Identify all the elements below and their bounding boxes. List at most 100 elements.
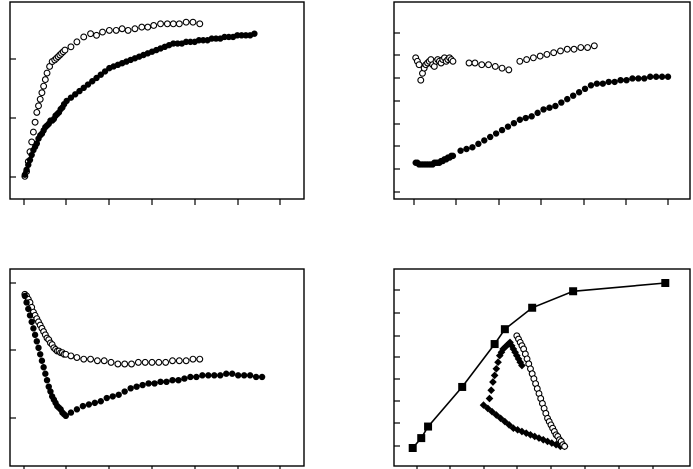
data-point-open xyxy=(590,42,598,50)
data-point-filled xyxy=(569,92,577,99)
data-point-filled xyxy=(487,133,494,141)
data-point-filled xyxy=(498,126,506,134)
data-point-open xyxy=(87,30,95,38)
data-point-filled xyxy=(43,377,51,384)
y-axis-ticks xyxy=(10,58,16,178)
data-point-open xyxy=(417,76,425,84)
data-point-open xyxy=(491,62,499,70)
data-point-open xyxy=(138,23,146,31)
data-point-open xyxy=(415,61,423,69)
data-point-open xyxy=(87,355,95,363)
y-axis-ticks xyxy=(394,32,400,193)
data-point-filled xyxy=(504,123,512,130)
data-point-filled xyxy=(93,74,100,82)
y-axis-ticks xyxy=(10,282,16,419)
data-point-filled xyxy=(205,372,212,379)
data-point-open xyxy=(169,20,177,28)
data-point-open xyxy=(67,43,75,51)
data-points xyxy=(408,279,670,452)
data-point-filled xyxy=(109,393,116,400)
data-point-open xyxy=(33,108,41,116)
data-point-filled xyxy=(151,380,158,387)
data-point-filled xyxy=(23,299,30,306)
data-point-open xyxy=(40,82,48,90)
data-point-open xyxy=(121,360,129,368)
data-point-filled xyxy=(121,388,128,395)
data-point-filled xyxy=(587,82,595,89)
plot-frame xyxy=(393,268,691,467)
data-point-diamond xyxy=(505,421,513,429)
panel-top-left xyxy=(9,1,305,205)
data-point-open xyxy=(148,358,156,366)
data-points xyxy=(412,42,672,168)
data-point-diamond xyxy=(522,429,531,437)
data-point-filled xyxy=(475,140,482,148)
data-point-open xyxy=(561,442,569,450)
data-point-open xyxy=(144,23,152,31)
data-point-open xyxy=(523,56,531,64)
data-point-filled xyxy=(37,351,44,358)
data-point-filled xyxy=(647,73,654,80)
data-point-open xyxy=(471,59,479,67)
data-point-open xyxy=(157,20,164,28)
data-point-filled xyxy=(641,75,648,82)
data-point-open xyxy=(35,102,42,110)
data-point-open xyxy=(131,25,139,33)
data-point-open xyxy=(107,358,115,366)
data-point-filled xyxy=(229,370,236,377)
y-axis-ticks xyxy=(394,289,400,447)
data-point-filled xyxy=(223,370,230,377)
data-point-open xyxy=(543,50,551,58)
data-point-open xyxy=(128,360,135,368)
data-point-square xyxy=(528,303,537,312)
data-point-filled xyxy=(449,152,457,160)
data-point-filled xyxy=(91,399,99,407)
data-point-open xyxy=(93,31,100,39)
data-point-open xyxy=(196,20,204,28)
data-point-open xyxy=(150,22,158,29)
data-point-filled xyxy=(593,80,601,87)
data-point-filled xyxy=(252,373,260,381)
data-point-diamond xyxy=(513,426,522,434)
data-point-square xyxy=(408,444,417,452)
data-point-filled xyxy=(28,318,35,326)
data-point-filled xyxy=(546,104,553,111)
data-point-square xyxy=(490,340,499,349)
data-point-filled xyxy=(73,406,81,413)
data-point-filled xyxy=(564,95,571,103)
data-point-filled xyxy=(581,85,589,93)
data-point-open xyxy=(61,46,69,54)
x-axis-ticks xyxy=(23,466,281,469)
data-point-open xyxy=(584,44,592,51)
data-point-filled xyxy=(528,113,535,120)
data-point-open xyxy=(485,61,492,69)
data-point-filled xyxy=(139,381,146,389)
x-axis-ticks xyxy=(416,466,654,469)
data-point-open xyxy=(563,45,571,53)
data-point-filled xyxy=(652,73,660,80)
data-point-filled xyxy=(80,84,87,92)
data-point-open xyxy=(449,57,457,65)
data-point-filled xyxy=(246,372,254,379)
data-point-diamond xyxy=(552,440,560,449)
data-point-filled xyxy=(63,97,70,105)
data-point-open xyxy=(478,61,486,69)
data-point-filled xyxy=(481,137,488,144)
data-point-open xyxy=(118,25,126,33)
data-point-filled xyxy=(552,102,559,110)
data-point-open xyxy=(182,357,190,365)
data-point-filled xyxy=(234,372,242,379)
data-point-filled xyxy=(193,373,200,381)
data-point-open xyxy=(80,33,88,41)
data-point-filled xyxy=(35,344,42,351)
data-point-filled xyxy=(97,398,105,405)
data-point-filled xyxy=(510,119,518,127)
data-point-filled xyxy=(145,380,152,387)
data-point-open xyxy=(162,358,170,366)
data-point-diamond xyxy=(488,407,496,416)
data-point-filled xyxy=(617,76,624,84)
data-point-diamond xyxy=(479,401,488,409)
data-point-diamond xyxy=(483,404,492,413)
data-point-open xyxy=(36,95,44,103)
x-axis-ticks xyxy=(23,199,281,205)
